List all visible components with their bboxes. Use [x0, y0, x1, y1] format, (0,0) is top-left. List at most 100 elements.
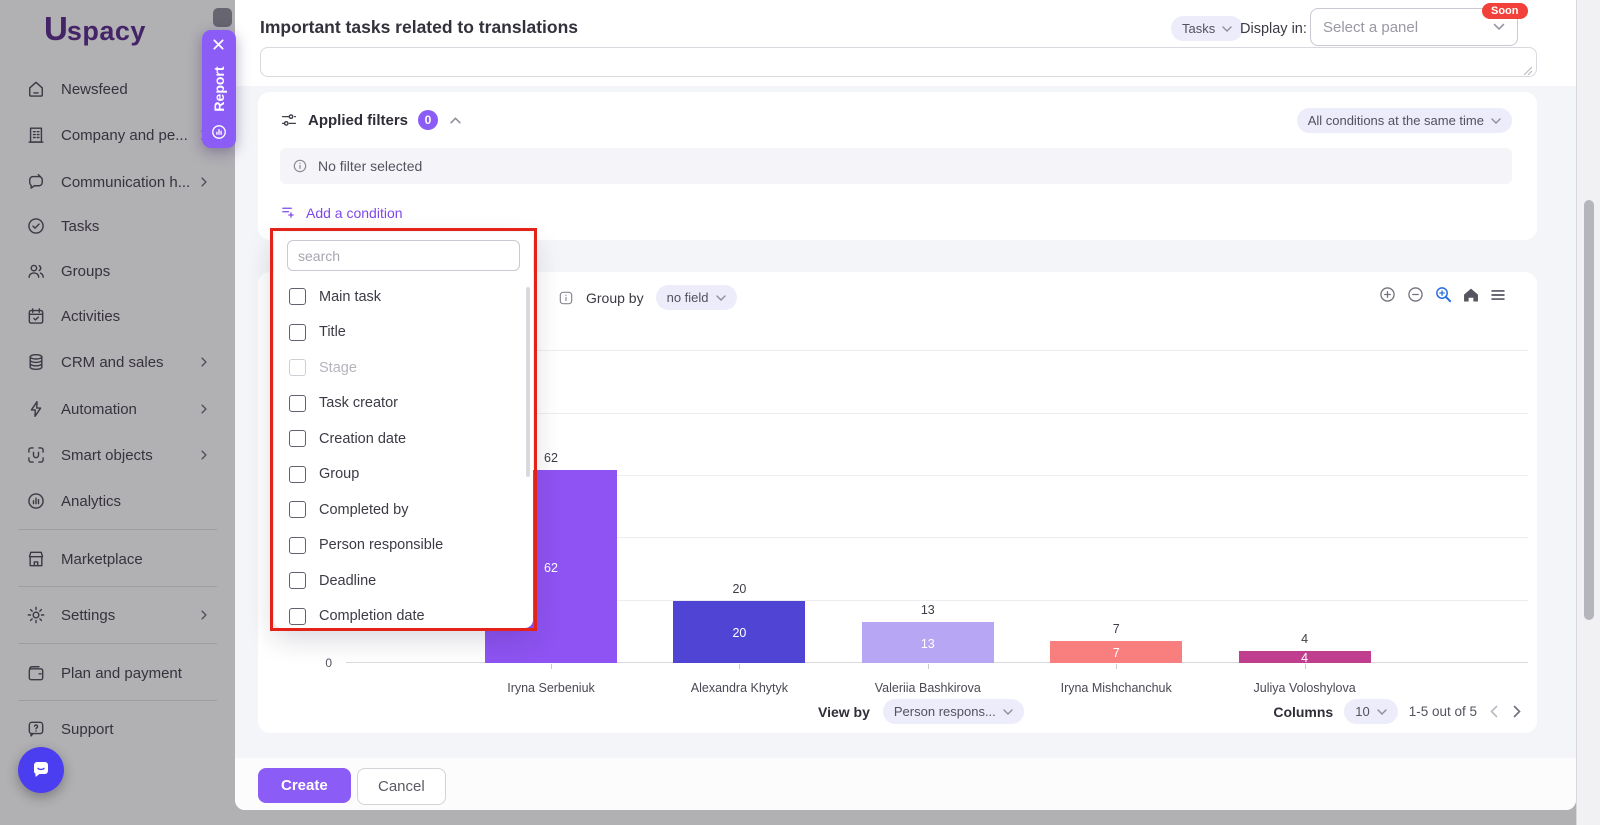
users-icon: [26, 261, 46, 281]
check-circle-icon: [26, 216, 46, 236]
checkbox[interactable]: [289, 536, 306, 554]
create-button[interactable]: Create: [258, 768, 351, 803]
sidebar-item-label: Activities: [61, 307, 121, 325]
chat-bubble-icon: [33, 762, 48, 777]
page-scrollbar-thumb[interactable]: [1584, 200, 1594, 620]
add-condition-link[interactable]: Add a condition: [280, 204, 403, 221]
sidebar: Uspacy Newsfeed Company and pe... Communic…: [0, 0, 235, 825]
view-by-value: Person respons...: [893, 704, 996, 719]
x-axis-tick: [1304, 664, 1306, 669]
group-by-selector[interactable]: no field: [655, 285, 737, 310]
pagination-range: 1-5 out of 5: [1408, 704, 1477, 719]
entity-selector[interactable]: Tasks: [1171, 16, 1244, 41]
sidebar-item-smart-objects[interactable]: Smart objects: [0, 439, 235, 471]
sidebar-item-communication-h[interactable]: Communication h...: [0, 166, 235, 198]
sidebar-item-label: Newsfeed: [61, 80, 128, 98]
checkbox[interactable]: [289, 288, 306, 306]
field-option-title[interactable]: Title: [274, 315, 533, 351]
applied-filters-card: Applied filters 0 All conditions at the …: [258, 92, 1537, 240]
sidebar-item-settings[interactable]: Settings: [0, 599, 235, 631]
chevron-down-icon: [1222, 25, 1232, 32]
category-label: Iryna Serbeniuk: [507, 681, 595, 695]
report-description-input[interactable]: [260, 47, 1537, 77]
field-option-label: Person responsible: [319, 537, 444, 554]
field-option-task-creator[interactable]: Task creator: [274, 386, 533, 422]
sidebar-item-activities[interactable]: Activities: [0, 300, 235, 332]
sidebar-divider: [18, 700, 217, 701]
bar-value-label-inside: 20: [732, 626, 747, 640]
collapse-chevron-up-icon[interactable]: [448, 115, 463, 126]
field-option-creation-date[interactable]: Creation date: [274, 421, 533, 457]
report-floating-tab[interactable]: Report: [202, 30, 236, 148]
sidebar-item-analytics[interactable]: Analytics: [0, 485, 235, 517]
bar-value-label: 4: [1301, 632, 1309, 646]
reset-home-icon[interactable]: [1462, 286, 1480, 304]
bar-5[interactable]: [1238, 651, 1371, 663]
sidebar-collapse-button[interactable]: [213, 8, 232, 27]
columns-count-selector[interactable]: 10: [1344, 699, 1398, 724]
checkbox[interactable]: [289, 430, 306, 448]
menu-icon[interactable]: [1489, 286, 1507, 304]
resize-handle-icon[interactable]: [1523, 63, 1533, 81]
report-builder-modal: Important tasks related to translations …: [235, 0, 1576, 810]
no-filter-banner: No filter selected: [280, 148, 1512, 184]
chevron-down-icon: [1493, 23, 1505, 31]
bar-value-label: 13: [920, 603, 935, 617]
chevron-right-icon: [197, 355, 211, 369]
sidebar-item-support[interactable]: Support: [0, 713, 235, 745]
next-page-icon[interactable]: [1511, 703, 1523, 720]
cancel-button[interactable]: Cancel: [357, 768, 446, 805]
bar-value-label: 7: [1112, 622, 1120, 636]
close-icon[interactable]: [212, 38, 225, 51]
sidebar-item-label: Groups: [61, 262, 111, 280]
panel-select-placeholder: Select a panel: [1323, 18, 1419, 36]
sidebar-item-marketplace[interactable]: Marketplace: [0, 543, 235, 575]
checkbox[interactable]: [289, 323, 306, 341]
field-option-completed-by[interactable]: Completed by: [274, 492, 533, 528]
bar-4[interactable]: [1050, 641, 1183, 663]
sidebar-item-newsfeed[interactable]: Newsfeed: [0, 73, 235, 105]
sidebar-item-label: Smart objects: [61, 446, 153, 464]
sidebar-divider: [18, 529, 217, 530]
zoom-in-icon[interactable]: [1378, 285, 1397, 304]
field-option-label: Stage: [319, 359, 357, 376]
bar-2[interactable]: [673, 601, 806, 663]
checkbox[interactable]: [289, 501, 306, 519]
logo-u-glyph: U: [44, 10, 68, 47]
chevron-right-icon: [197, 175, 211, 189]
prev-page-icon[interactable]: [1488, 703, 1500, 720]
store-icon: [26, 549, 46, 569]
dropdown-scrollbar[interactable]: [526, 287, 530, 477]
sidebar-item-tasks[interactable]: Tasks: [0, 210, 235, 242]
sidebar-item-crm-and-sales[interactable]: CRM and sales: [0, 346, 235, 378]
checkbox[interactable]: [289, 607, 306, 625]
field-option-person-responsible[interactable]: Person responsible: [274, 528, 533, 564]
sidebar-item-plan-and-payment[interactable]: Plan and payment: [0, 657, 235, 689]
field-option-group[interactable]: Group: [274, 457, 533, 493]
sidebar-item-groups[interactable]: Groups: [0, 255, 235, 287]
panel-select[interactable]: Select a panel: [1310, 8, 1518, 46]
sidebar-item-label: Plan and payment: [61, 664, 182, 682]
checkbox[interactable]: [289, 572, 306, 590]
search-input[interactable]: [287, 240, 520, 271]
conditions-mode-selector[interactable]: All conditions at the same time: [1296, 108, 1512, 133]
sidebar-item-company-and-pe[interactable]: Company and pe...: [0, 119, 235, 151]
zoom-out-icon[interactable]: [1406, 285, 1425, 304]
field-option-main-task[interactable]: Main task: [274, 279, 533, 315]
grid-line: [346, 599, 1528, 601]
view-by-selector[interactable]: Person respons...: [882, 699, 1024, 724]
chat-launcher-button[interactable]: [18, 747, 64, 793]
checkbox[interactable]: [289, 394, 306, 412]
columns-label: Columns: [1273, 703, 1334, 720]
app-logo[interactable]: Uspacy: [44, 10, 146, 48]
database-icon: [26, 352, 46, 372]
field-option-completion-date[interactable]: Completion date: [274, 599, 533, 629]
sidebar-item-automation[interactable]: Automation: [0, 393, 235, 425]
bar-3[interactable]: [861, 622, 994, 663]
sidebar-item-label: Company and pe...: [61, 126, 188, 144]
field-option-deadline[interactable]: Deadline: [274, 563, 533, 599]
selection-zoom-icon[interactable]: [1434, 285, 1453, 304]
checkbox[interactable]: [289, 465, 306, 483]
entity-selector-value: Tasks: [1182, 21, 1216, 36]
bar-value-label-inside: 13: [920, 636, 935, 651]
